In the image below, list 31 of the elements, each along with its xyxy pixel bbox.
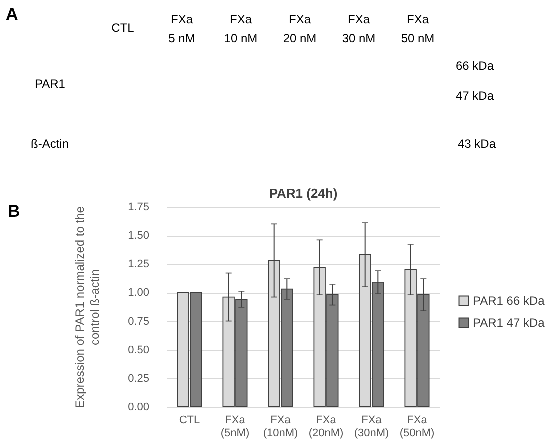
x-tick-label: FXa (10nM) (263, 414, 298, 440)
chart-title: PAR1 (24h) (269, 186, 338, 201)
text: ß-Actin (31, 137, 70, 151)
y-tick-label: 1.25 (128, 258, 150, 271)
x-tick-label: FXa (20nM) (308, 414, 344, 440)
y-tick-label: 0.50 (128, 344, 150, 356)
y-tick-label: 0.25 (128, 372, 150, 385)
x-tick-label: FXa (50nM) (400, 414, 435, 440)
text: PAR1 (35, 77, 66, 91)
text: 66 kDa (456, 59, 494, 73)
category-label: FXa 50 nM (401, 12, 435, 46)
x-tick-label: FXa (5nM) (220, 414, 250, 440)
y-tick-label: 1.50 (128, 230, 150, 242)
y-tick-label: 1.00 (128, 287, 150, 300)
text: A (6, 5, 18, 24)
category-label: FXa 5 nM (168, 12, 196, 46)
category-label: FXa 20 nM (283, 12, 317, 46)
y-tick-label: 1.75 (128, 202, 150, 214)
category-label: FXa 30 nM (342, 12, 376, 46)
text: 43 kDa (458, 137, 496, 151)
text: B (8, 202, 20, 221)
category-label: FXa 10 nM (224, 12, 258, 46)
y-tick-label: 0.00 (128, 402, 150, 414)
x-tick-label: CTL (179, 414, 200, 426)
x-tick-label: FXa (30nM) (354, 414, 390, 440)
text: 47 kDa (456, 89, 494, 103)
y-axis-title: Expression of PAR1 normalized to the control ß-actin (73, 206, 102, 408)
legend-label: PAR1 66 kDa (473, 294, 546, 308)
legend-label: PAR1 47 kDa (473, 316, 546, 330)
y-tick-label: 0.75 (128, 316, 150, 328)
category-label: CTL (112, 21, 135, 35)
